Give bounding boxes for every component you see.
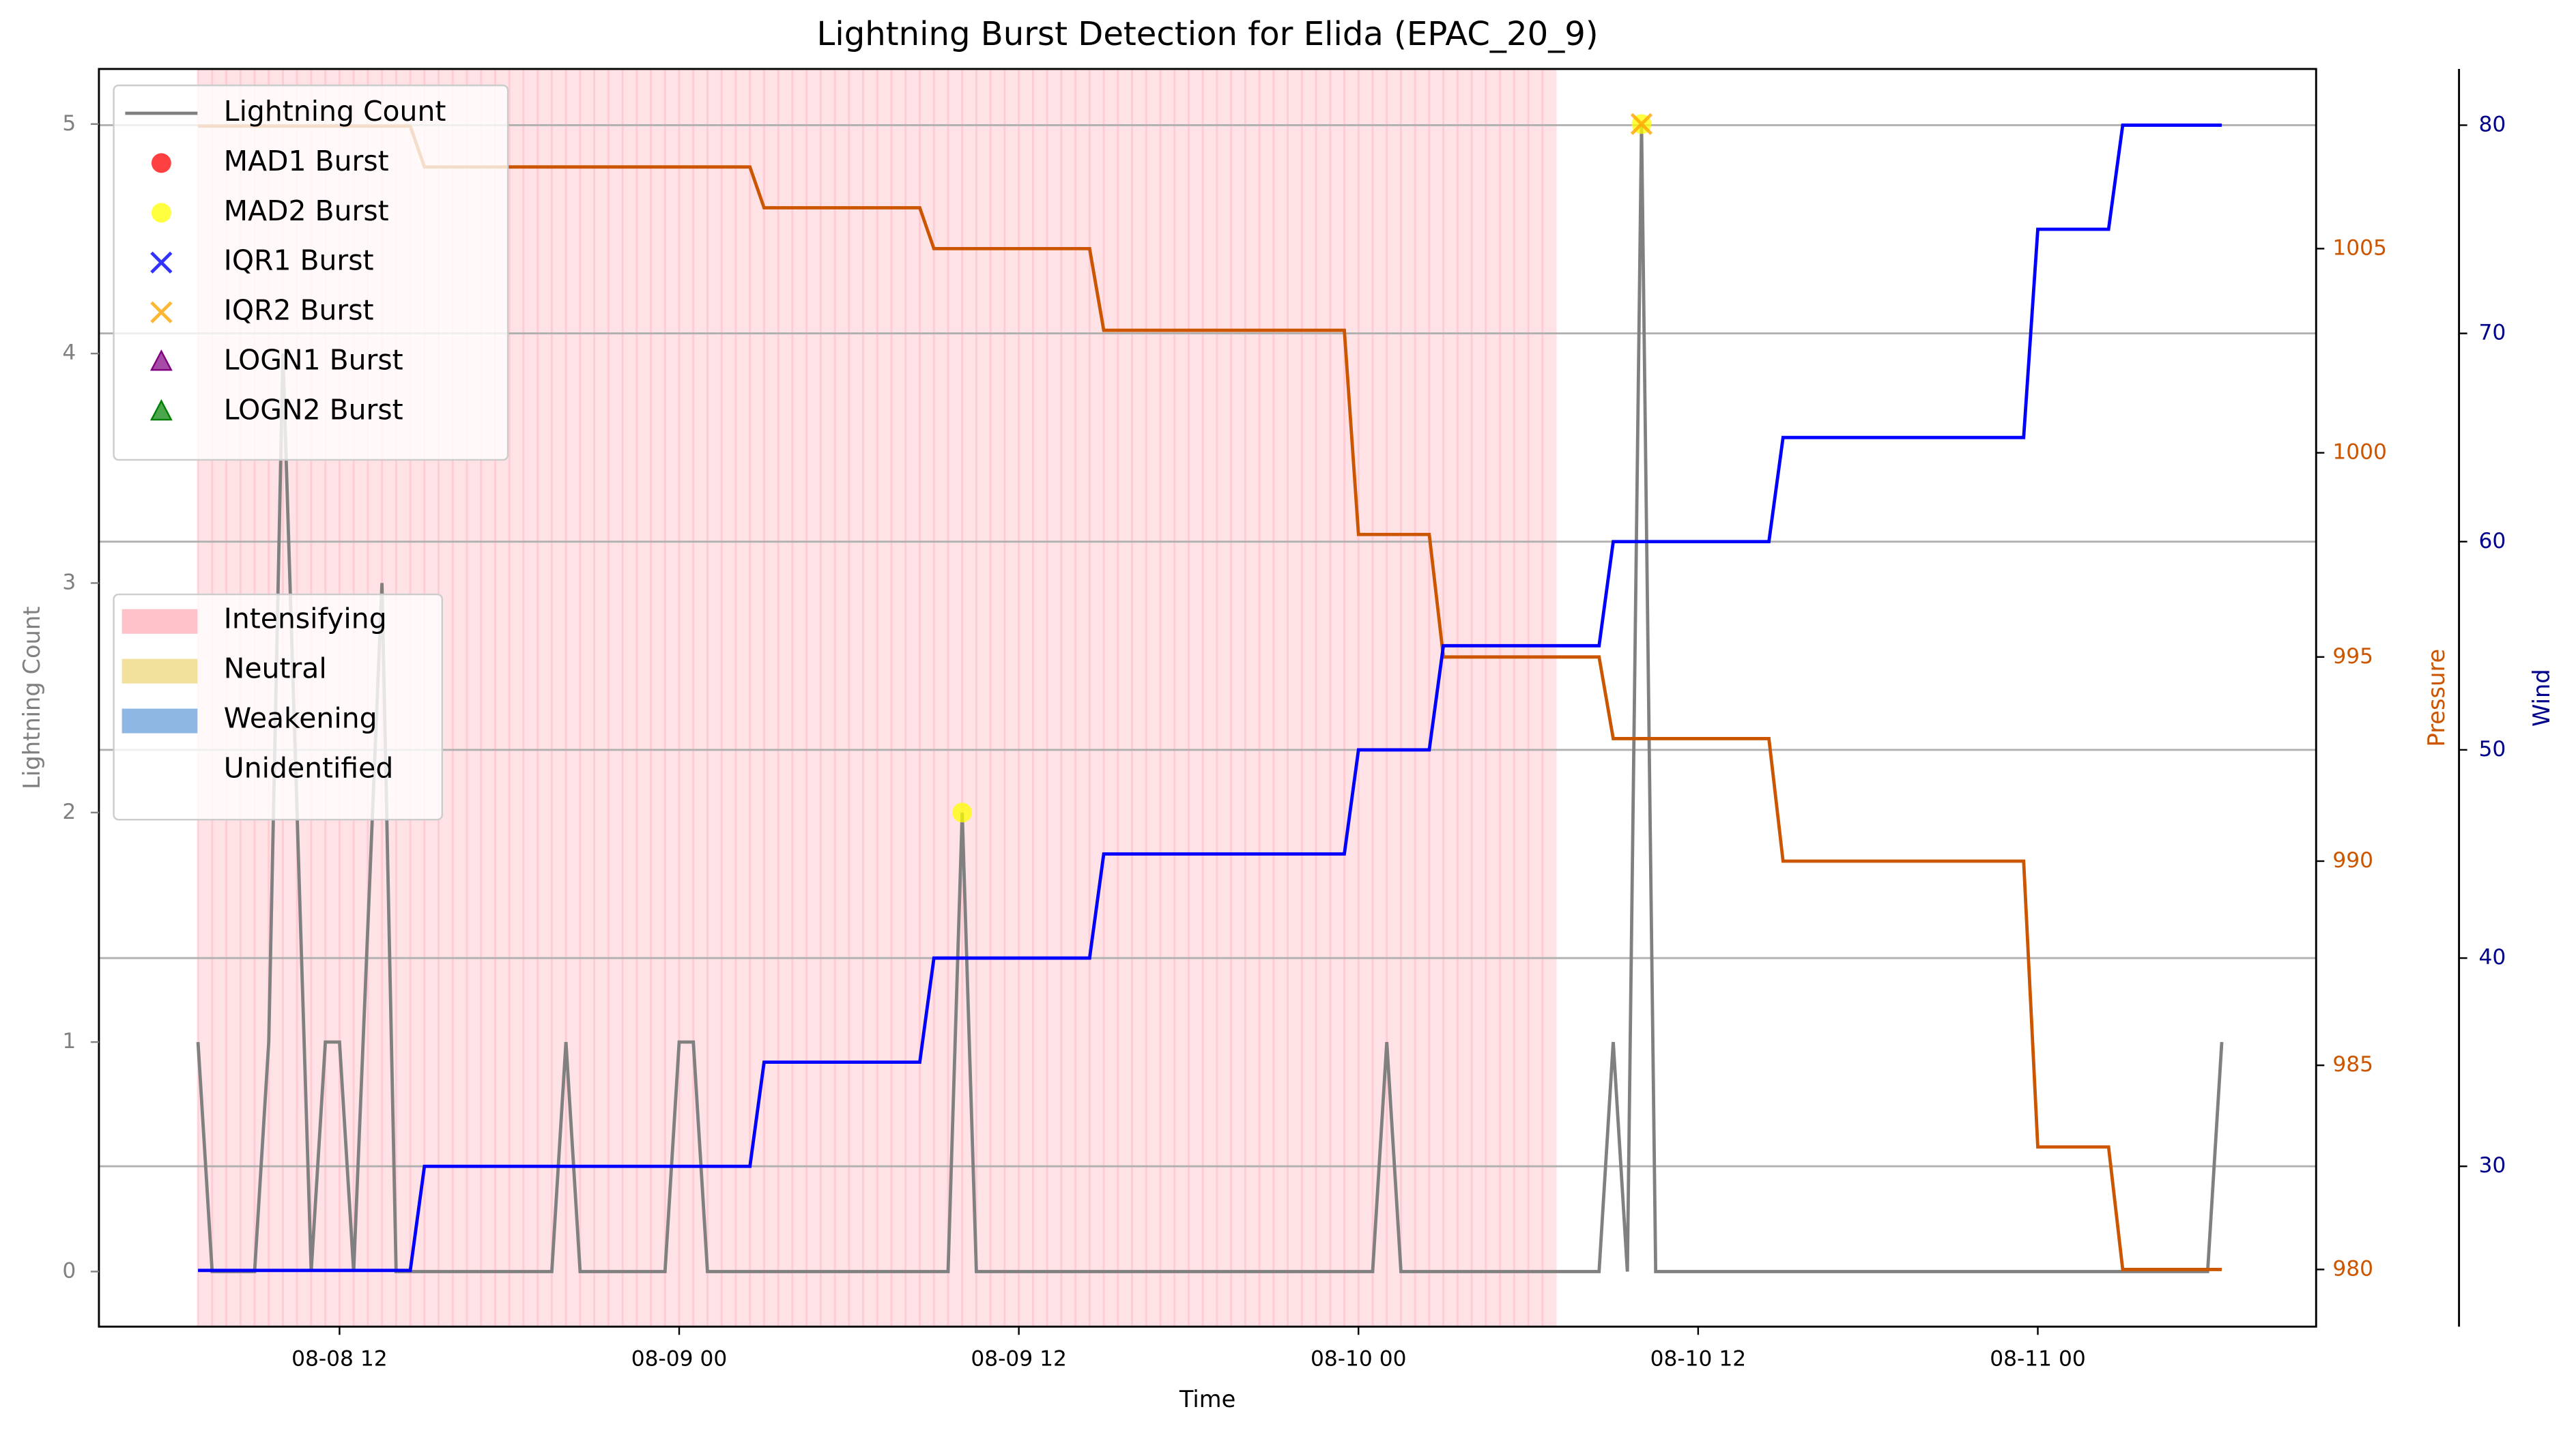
axes-layer: 08-08 12 08-09 00 08-09 12 08-10 00 08-10 12… [62,68,2506,1371]
x-axis-label: Time [1179,1386,1235,1412]
y-tick-label: 3 [62,570,76,594]
pressure-tick-label: 990 [2332,848,2373,873]
legend-layer: Lightning Count MAD1 Burst MAD2 Burst IQR1 … [113,84,509,821]
legend-patch [121,609,198,634]
burst-marker [151,153,171,173]
legend-label: IQR1 Burst [224,244,374,277]
legend-label: LOGN1 Burst [224,344,403,377]
legend-label: Weakening [224,701,377,734]
burst-marker [150,301,173,323]
y-tick-label: 2 [62,800,76,824]
x-tick-label: 08-11 00 [1990,1346,2086,1371]
x-tick-label: 08-09 00 [631,1346,728,1371]
wind-tick-label: 50 [2478,737,2506,762]
plot-frame [98,68,2317,1328]
y-axis-label: Lightning Count [18,607,45,789]
legend-label: LOGN2 Burst [224,393,403,426]
y-tick-label: 4 [62,340,76,365]
x-tick-label: 08-10 00 [1311,1346,1407,1371]
series-line [196,124,2224,1273]
y-tick-label: 1 [62,1029,76,1054]
legend-patch [121,658,198,684]
legend-label: MAD2 Burst [224,194,389,227]
x-tick-label: 08-10 12 [1650,1346,1747,1371]
burst-marker [952,802,973,823]
legend-label: Unidentified [224,751,394,784]
pressure-tick-label: 1000 [2332,440,2387,465]
wind-tick-label: 30 [2478,1153,2506,1178]
series-line [198,124,2222,1273]
legend-frame [113,84,509,461]
chart-title: Lightning Burst Detection for Elida (EPA… [817,15,1599,53]
burst-marker [151,203,171,223]
legend-label: IQR2 Burst [224,294,374,327]
pressure-tick-label: 1005 [2332,235,2387,260]
legend-label: Intensifying [224,603,387,635]
data-layer [196,113,2224,1273]
wind-tick-label: 80 [2478,112,2506,136]
wind-tick-label: 60 [2478,529,2506,553]
legend-label: Lightning Count [224,95,446,128]
x-tick-label: 08-09 12 [971,1346,1067,1371]
burst-marker [149,399,173,421]
legend-patch [121,708,198,734]
burst-marker [150,251,173,274]
legend-patch [121,758,198,783]
burst-marker [1630,113,1653,135]
pressure-axis-label: Pressure [2423,649,2450,747]
wind-tick-label: 70 [2478,321,2506,345]
legend-label: Neutral [224,652,327,684]
y-tick-label: 5 [62,111,76,136]
pressure-tick-label: 980 [2332,1256,2373,1281]
y-tick-label: 0 [62,1258,76,1283]
pressure-tick-label: 995 [2332,644,2373,669]
series-line [198,124,2222,1271]
wind-tick-label: 40 [2478,945,2506,970]
x-tick-label: 08-08 12 [291,1346,388,1371]
burst-marker [149,349,173,371]
wind-axis-label: Wind [2528,669,2555,727]
pressure-tick-label: 985 [2332,1052,2373,1077]
legend-label: MAD1 Burst [224,145,389,177]
